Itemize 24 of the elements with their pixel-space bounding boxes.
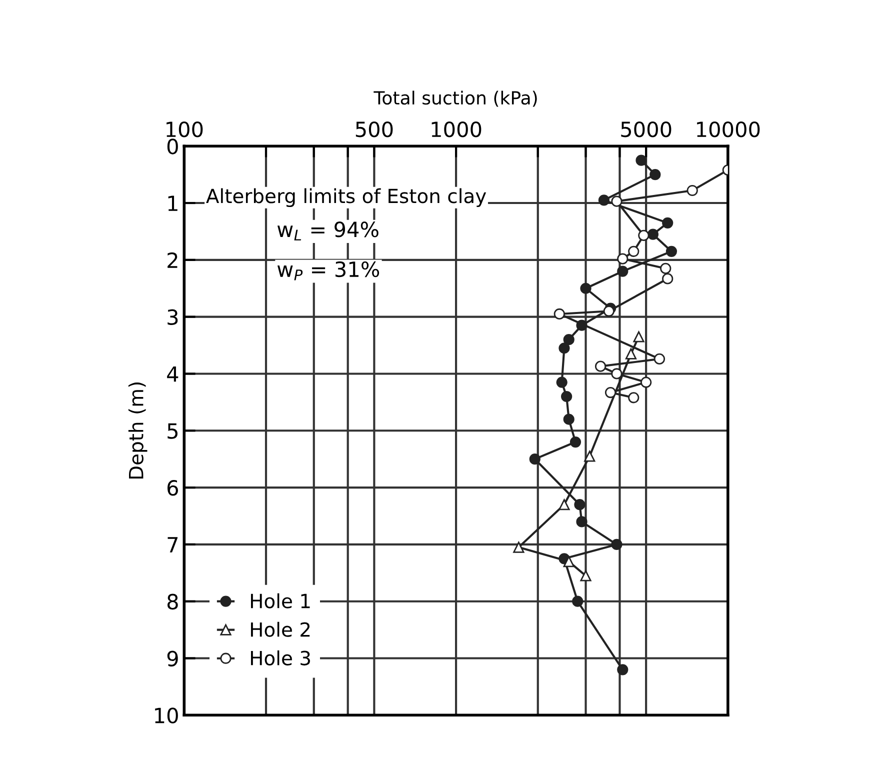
y-tick-label: 2	[168, 252, 178, 268]
x-tick-label: 1000	[432, 121, 482, 138]
y-tick-label: 1	[168, 196, 178, 211]
y-tick-label: 9	[167, 650, 178, 666]
legend-label: Hole 2	[251, 622, 310, 637]
annotation: w$_{P}$ = 31%	[277, 261, 380, 280]
y-tick-label: 8	[167, 594, 178, 610]
annotation: Alterberg limits of Eston clay	[206, 188, 486, 208]
y-tick-label: 7	[168, 537, 178, 552]
y-tick-label: 5	[168, 423, 178, 439]
y-tick-label: 10	[155, 708, 178, 724]
x-tick-label: 100	[166, 121, 203, 138]
x-axis-title: Total suction (kPa)	[374, 90, 537, 107]
y-tick-label: 4	[167, 366, 178, 382]
x-tick-label: 500	[356, 121, 393, 138]
y-tick-label: 3	[168, 309, 178, 326]
y-tick-label: 0	[167, 138, 178, 154]
x-tick-label: 5000	[621, 121, 672, 138]
legend-label: Hole 3	[251, 650, 310, 666]
annotation: w$_{L}$ = 94%	[277, 222, 378, 240]
y-axis-title: Depth (m)	[128, 382, 148, 478]
legend-label: Hole 1	[251, 593, 310, 608]
y-tick-label: 6	[168, 480, 178, 496]
x-tick-label: 10000	[697, 121, 760, 138]
